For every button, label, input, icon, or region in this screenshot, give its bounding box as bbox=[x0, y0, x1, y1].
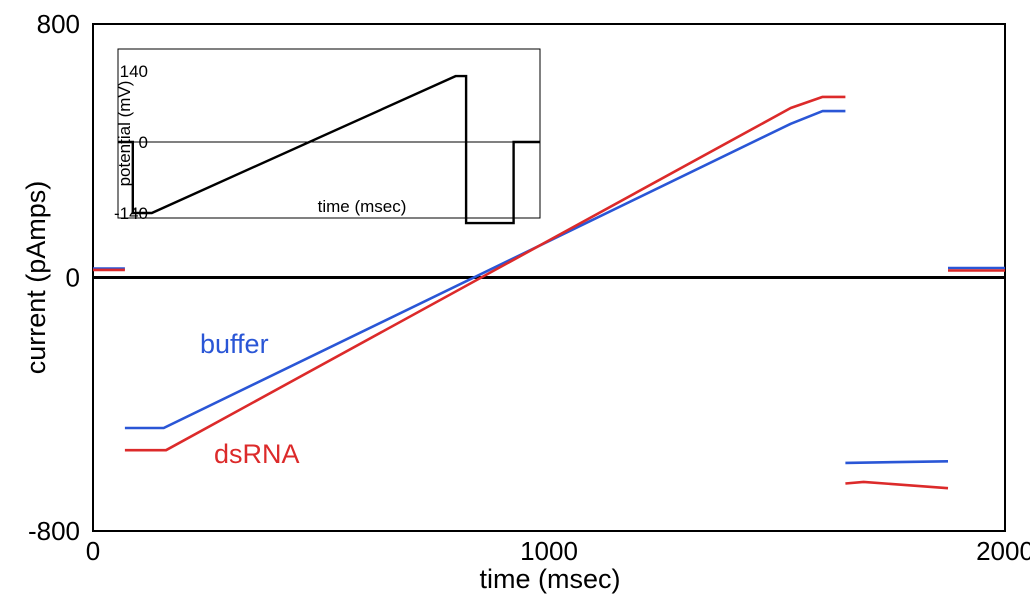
series-line-dsRNA-segment-1 bbox=[124, 95, 846, 452]
series-label-buffer: buffer bbox=[200, 329, 269, 359]
y-tick-label: -800 bbox=[28, 516, 80, 546]
y-tick-label: 0 bbox=[66, 263, 80, 293]
main-series-group bbox=[93, 95, 1005, 490]
series-line-buffer-segment-2 bbox=[845, 460, 949, 465]
x-axis-label: time (msec) bbox=[480, 564, 621, 594]
inset-y-tick-label: -140 bbox=[114, 204, 148, 223]
inset-y-tick-label: 140 bbox=[120, 62, 148, 81]
x-tick-label: 0 bbox=[86, 536, 100, 566]
series-label-dsrna: dsRNA bbox=[214, 439, 300, 469]
inset-y-tick-label: 0 bbox=[139, 133, 148, 152]
series-line-buffer-segment-1 bbox=[124, 109, 846, 430]
inset-y-axis-label: potential (mV) bbox=[115, 81, 134, 187]
series-line-dsRNA-segment-2 bbox=[845, 480, 949, 490]
inset-waveform-segment-0 bbox=[118, 74, 540, 225]
inset-series-group bbox=[118, 74, 540, 225]
y-tick-label: 800 bbox=[37, 9, 80, 39]
x-tick-label: 2000 bbox=[976, 536, 1030, 566]
x-tick-label: 1000 bbox=[520, 536, 578, 566]
y-axis-label: current (pAmps) bbox=[21, 181, 51, 375]
inset-x-axis-label: time (msec) bbox=[318, 197, 407, 216]
